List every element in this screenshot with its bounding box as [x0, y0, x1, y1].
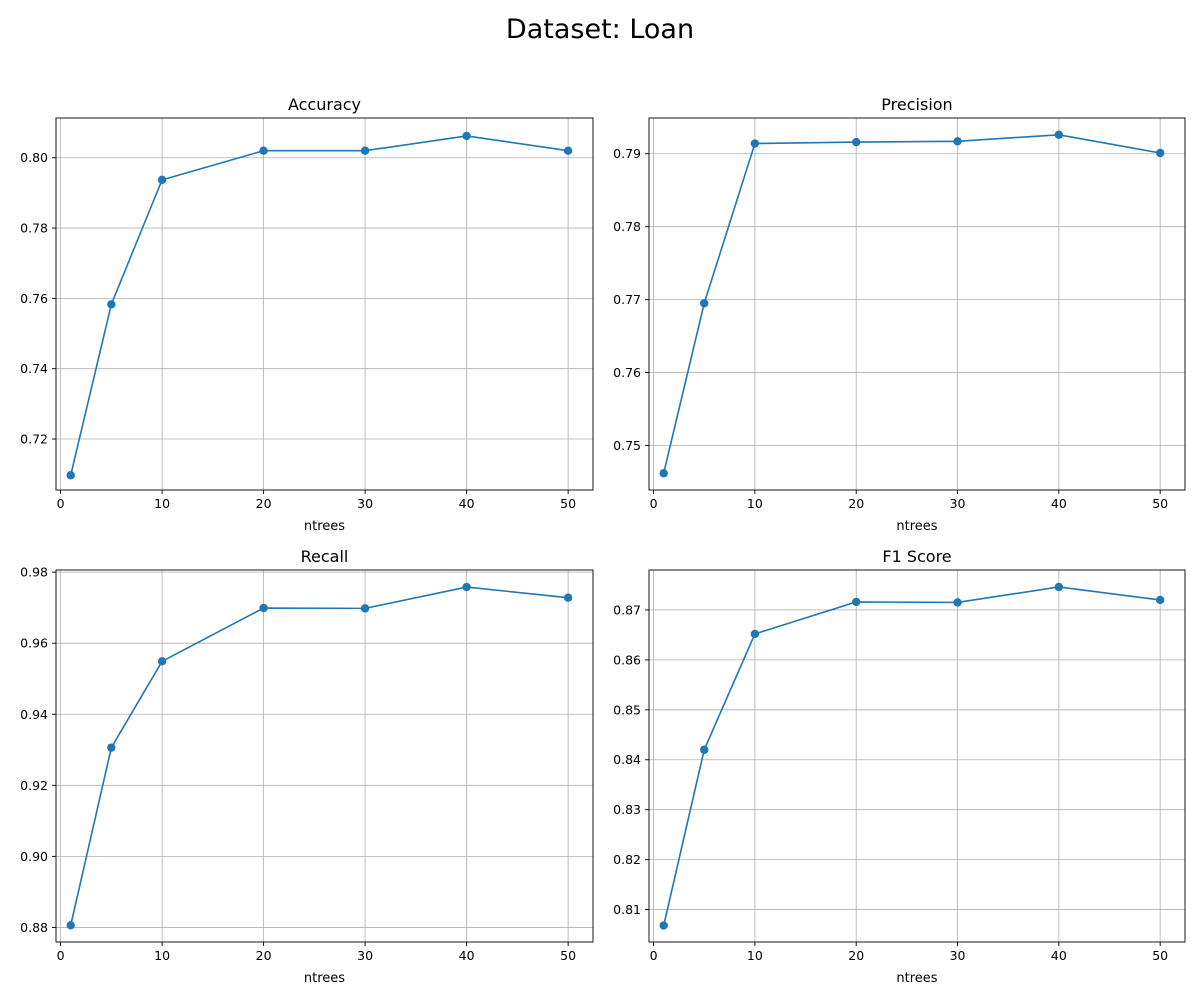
x-tick-label: 50	[560, 948, 576, 963]
x-tick-label: 10	[154, 496, 170, 511]
data-point	[563, 593, 573, 602]
x-tick-label: 10	[154, 948, 170, 963]
data-point	[1054, 130, 1064, 139]
data-point	[66, 921, 75, 930]
y-tick-label: 0.77	[613, 292, 641, 307]
axes-frame	[55, 117, 594, 491]
y-tick-label: 0.75	[613, 438, 641, 453]
y-tick-label: 0.94	[20, 707, 48, 722]
x-axis-label: ntrees	[896, 519, 937, 534]
x-tick-label: 40	[1051, 496, 1067, 511]
x-tick-label: 50	[1152, 948, 1168, 963]
data-point	[360, 604, 370, 613]
data-point	[659, 921, 668, 930]
y-tick-label: 0.86	[613, 652, 641, 667]
x-axis-label: ntrees	[304, 519, 345, 534]
data-point	[157, 657, 167, 666]
data-point	[107, 743, 116, 752]
x-tick-label: 40	[459, 496, 475, 511]
data-point	[66, 471, 75, 480]
x-tick-label: 40	[459, 948, 475, 963]
y-tick-label: 0.82	[613, 852, 641, 867]
subplot-4: 0 10 20 30 40 50 0.81 0.82 0.83 0.84 0.85 0.86 0.87 F…	[613, 547, 1186, 986]
x-tick-label: 0	[57, 948, 65, 963]
y-tick-label: 0.85	[613, 702, 641, 717]
x-tick-label: 50	[1152, 496, 1168, 511]
subplot-1: 0 10 20 30 40 50 0.72 0.74 0.76 0.78 0.80 Accuracy n…	[20, 95, 594, 534]
x-tick-label: 10	[747, 948, 763, 963]
figure-suptitle: Dataset: Loan	[505, 14, 695, 45]
x-tick-label: 20	[256, 948, 272, 963]
axes-frame	[648, 117, 1186, 491]
data-point	[107, 300, 116, 309]
data-point	[700, 299, 709, 308]
data-point	[953, 598, 962, 607]
x-tick-label: 0	[650, 496, 658, 511]
x-tick-label: 30	[950, 948, 966, 963]
y-tick-label: 0.76	[613, 365, 641, 380]
y-tick-label: 0.90	[20, 849, 48, 864]
y-tick-label: 0.92	[20, 778, 48, 793]
data-point	[1054, 582, 1064, 592]
y-tick-label: 0.96	[20, 636, 48, 651]
x-tick-label: 20	[848, 496, 864, 511]
y-tick-label: 0.88	[20, 920, 48, 935]
data-point	[462, 582, 471, 592]
y-tick-label: 0.78	[613, 219, 641, 234]
data-point	[700, 745, 709, 754]
y-tick-label: 0.98	[20, 565, 48, 580]
data-point	[259, 603, 268, 613]
series-line	[662, 133, 1161, 474]
axes-frame	[648, 569, 1186, 943]
x-tick-label: 30	[357, 496, 373, 511]
y-tick-label: 0.84	[613, 752, 641, 767]
data-point	[659, 469, 668, 478]
x-tick-label: 20	[256, 496, 272, 511]
y-tick-label: 0.83	[613, 802, 641, 817]
x-tick-label: 20	[848, 948, 864, 963]
subplot-title: Recall	[301, 547, 349, 566]
series-line	[69, 135, 569, 476]
series-line	[69, 586, 569, 926]
x-tick-label: 50	[560, 496, 576, 511]
subplot-title: Precision	[881, 95, 952, 114]
x-tick-label: 40	[1051, 948, 1067, 963]
y-tick-label: 0.79	[613, 146, 641, 161]
x-tick-label: 0	[650, 948, 658, 963]
data-point	[563, 146, 573, 155]
subplot-3: 0 10 20 30 40 50 0.88 0.90 0.92 0.94 0.96 0.98 Recal…	[20, 547, 594, 986]
y-tick-label: 0.78	[20, 221, 48, 236]
series-line	[662, 586, 1161, 926]
data-point	[360, 146, 370, 155]
y-tick-label: 0.87	[613, 602, 641, 617]
x-tick-label: 30	[357, 948, 373, 963]
data-point	[157, 175, 167, 185]
subplot-title: Accuracy	[288, 95, 361, 114]
y-tick-label: 0.81	[613, 902, 641, 917]
subplot-2: 0 10 20 30 40 50 0.75 0.76 0.77 0.78 0.79 Precision…	[613, 95, 1186, 534]
x-tick-label: 30	[950, 496, 966, 511]
data-point	[259, 146, 268, 155]
data-point	[1155, 148, 1165, 158]
x-tick-label: 10	[747, 496, 763, 511]
y-tick-label: 0.80	[20, 150, 48, 165]
subplot-title: F1 Score	[882, 547, 951, 566]
axes-frame	[55, 569, 594, 943]
y-tick-label: 0.72	[20, 432, 48, 447]
data-point	[462, 131, 471, 141]
data-point	[852, 597, 861, 607]
y-tick-label: 0.76	[20, 291, 48, 306]
y-tick-label: 0.74	[20, 361, 48, 376]
data-point	[750, 139, 760, 148]
data-point	[750, 629, 760, 639]
x-axis-label: ntrees	[304, 971, 345, 986]
data-point	[852, 137, 861, 147]
data-point	[953, 137, 962, 146]
x-tick-label: 0	[57, 496, 65, 511]
data-point	[1155, 595, 1165, 605]
x-axis-label: ntrees	[896, 971, 937, 986]
